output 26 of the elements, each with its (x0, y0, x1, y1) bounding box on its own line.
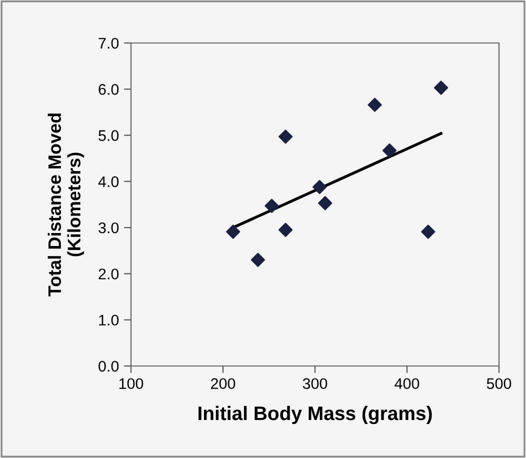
point (278, 222, 293, 237)
x-axis-title: Initial Body Mass (grams) (198, 406, 432, 424)
y-tick-label: 5.0 (98, 130, 119, 141)
y-tick-label: 1.0 (99, 314, 119, 326)
x-tick-label: 200 (211, 378, 236, 390)
point (382, 143, 397, 158)
point (318, 196, 332, 210)
point (264, 198, 279, 213)
point (250, 252, 266, 267)
point (226, 224, 240, 239)
y-tick-label: 3.0 (98, 222, 119, 234)
point (278, 130, 293, 144)
y-axis-title: Total Distance Moved (Kilometers) (48, 114, 84, 296)
point (434, 80, 448, 95)
y-tick-label: 2.0 (98, 268, 119, 280)
point (368, 98, 382, 112)
x-tick-label: 100 (119, 378, 144, 390)
y-tick-label: 6.0 (98, 84, 119, 95)
point (312, 180, 327, 194)
y-tick-label: 0.0 (98, 360, 119, 372)
y-tick-label: 4.0 (98, 176, 119, 188)
x-tick-label: 300 (302, 378, 328, 390)
point (421, 224, 436, 239)
x-tick-label: 400 (394, 378, 420, 390)
y-tick-label: 7.0 (98, 38, 119, 49)
x-tick-label: 500 (486, 378, 512, 390)
